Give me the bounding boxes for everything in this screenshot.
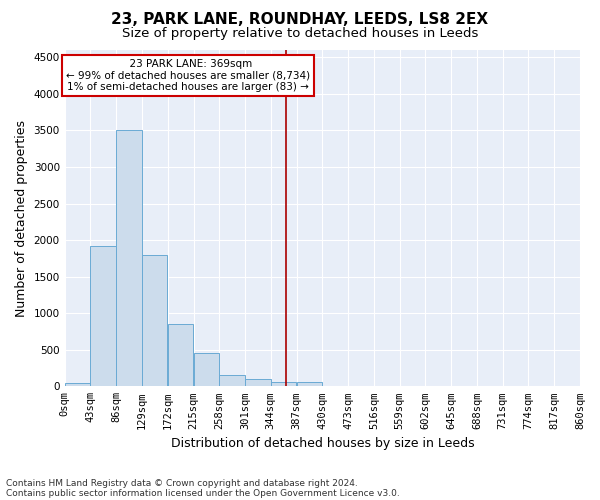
Bar	[245, 379, 271, 386]
Bar	[168, 324, 193, 386]
Text: 23 PARK LANE: 369sqm
← 99% of detached houses are smaller (8,734)
1% of semi-det: 23 PARK LANE: 369sqm ← 99% of detached h…	[66, 59, 310, 92]
Bar	[296, 382, 322, 386]
Bar	[116, 130, 142, 386]
Text: Contains HM Land Registry data © Crown copyright and database right 2024.: Contains HM Land Registry data © Crown c…	[6, 478, 358, 488]
Text: 23, PARK LANE, ROUNDHAY, LEEDS, LS8 2EX: 23, PARK LANE, ROUNDHAY, LEEDS, LS8 2EX	[112, 12, 488, 28]
Bar	[65, 384, 90, 386]
Text: Size of property relative to detached houses in Leeds: Size of property relative to detached ho…	[122, 28, 478, 40]
X-axis label: Distribution of detached houses by size in Leeds: Distribution of detached houses by size …	[170, 437, 474, 450]
Y-axis label: Number of detached properties: Number of detached properties	[15, 120, 28, 316]
Bar	[142, 256, 167, 386]
Bar	[193, 352, 219, 386]
Bar	[91, 246, 116, 386]
Text: Contains public sector information licensed under the Open Government Licence v3: Contains public sector information licen…	[6, 488, 400, 498]
Bar	[271, 382, 296, 386]
Bar	[219, 374, 245, 386]
